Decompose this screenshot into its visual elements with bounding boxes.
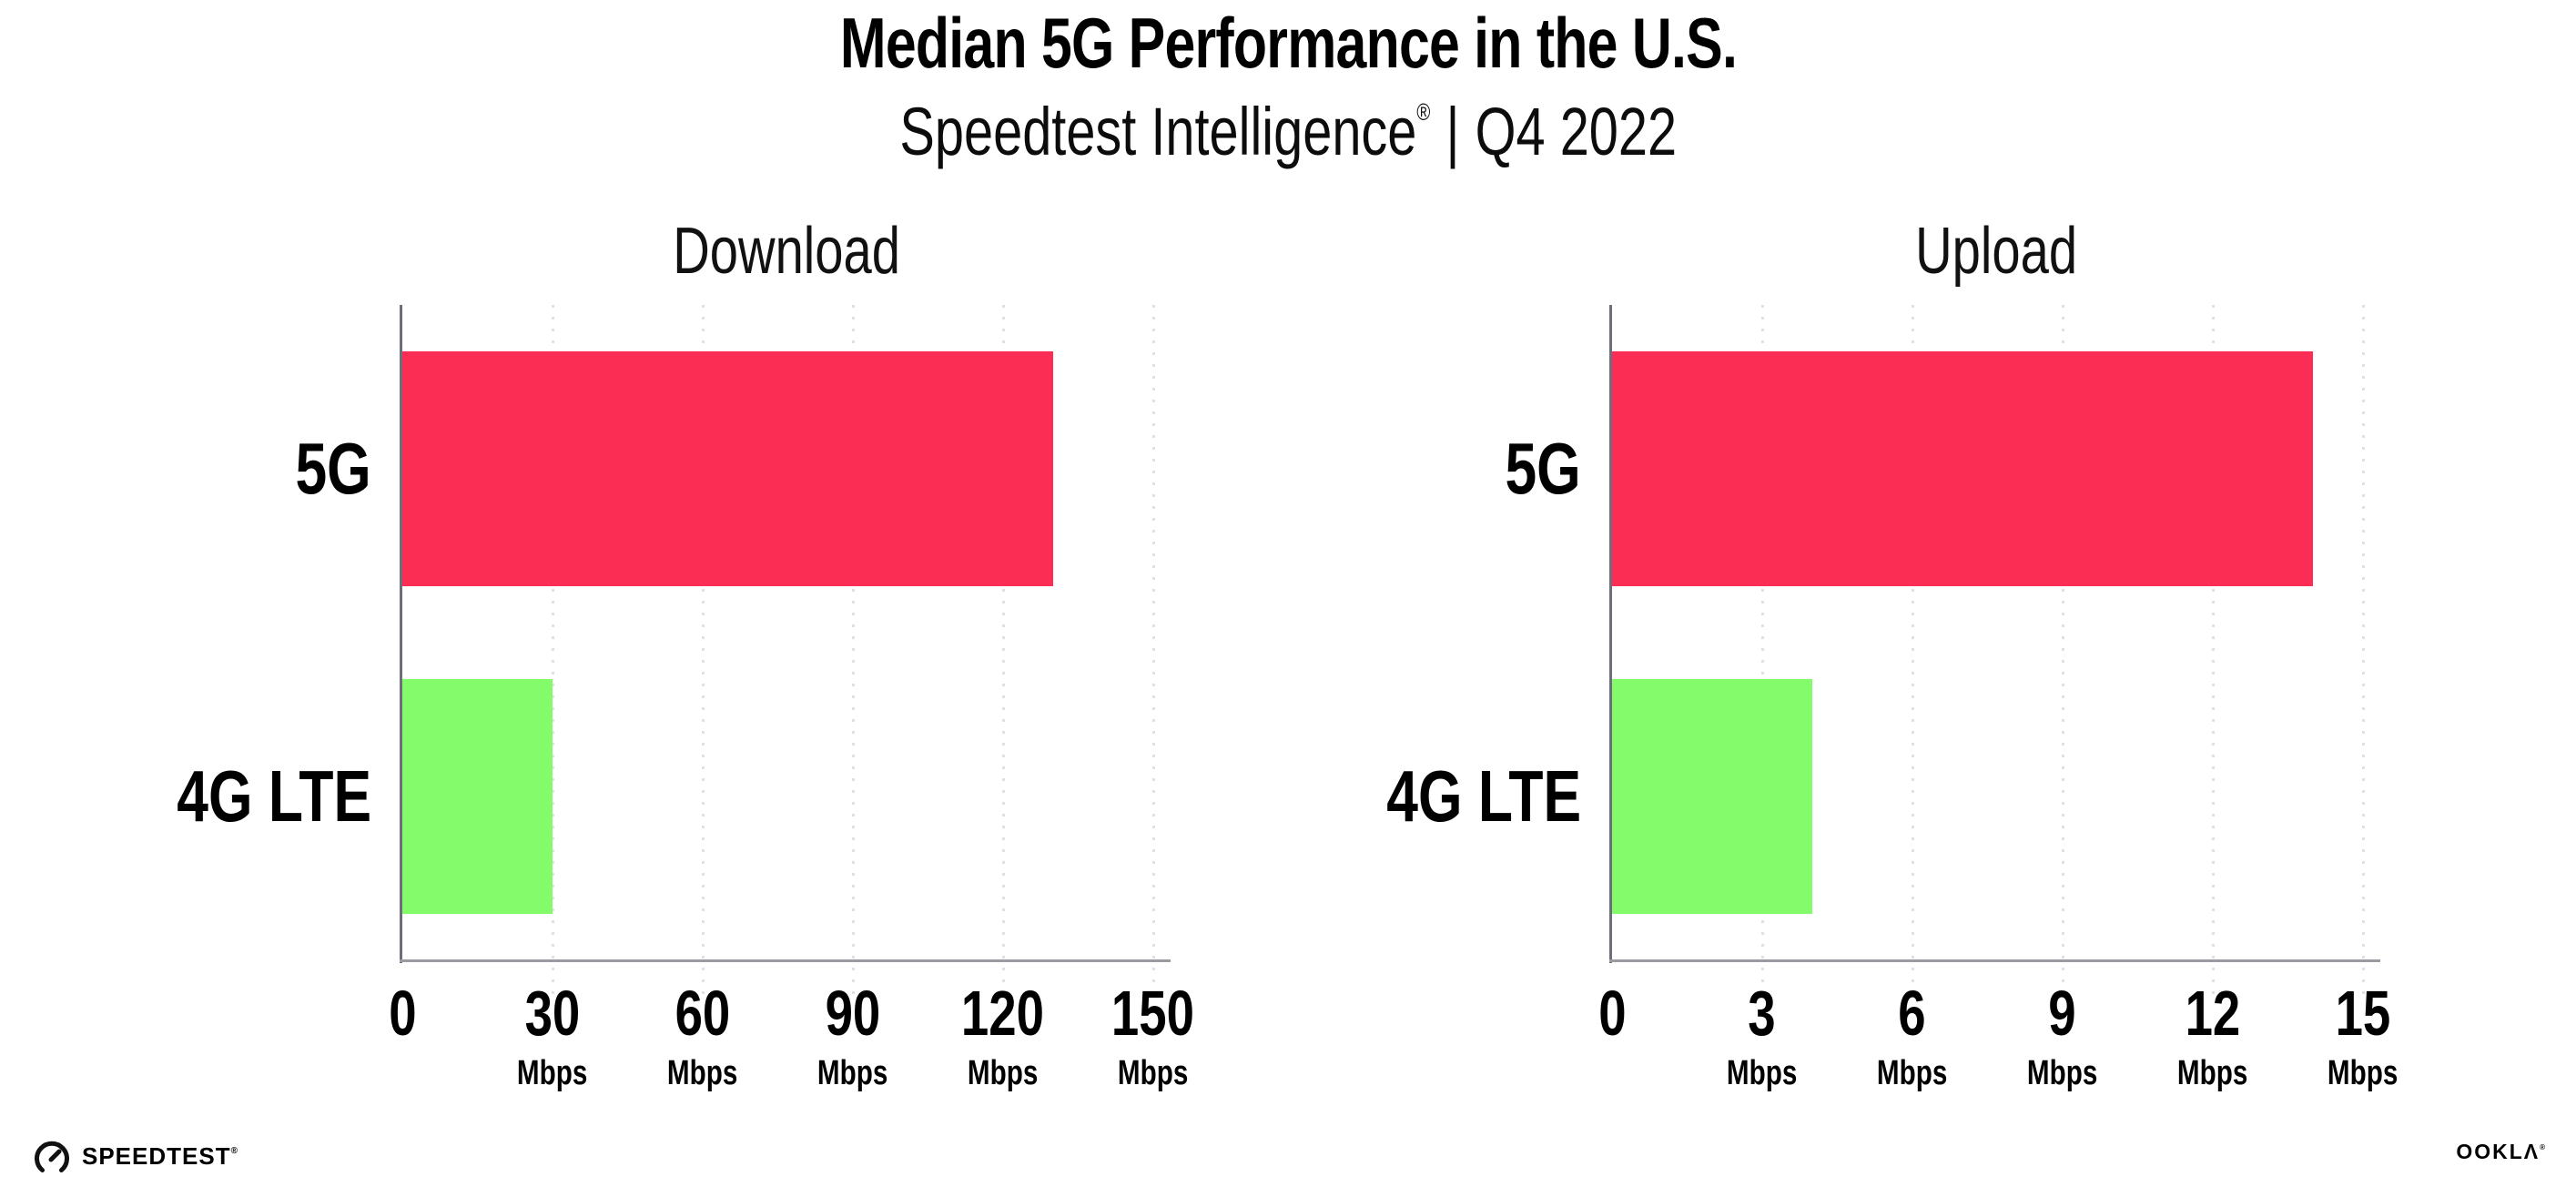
- x-tick-3: 3 Mbps: [1727, 981, 1797, 1090]
- speedtest-gauge-icon: [35, 1141, 69, 1172]
- x-tick-6: 6 Mbps: [1877, 981, 1947, 1090]
- download-chart: Download 0 30 Mbps 60 Mbps 90 Mbps 120 Mbps 150 Mb…: [129, 215, 1194, 1090]
- gridline-60-mbps: [701, 305, 705, 994]
- ookla-wordmark: OOKLΛ®: [2456, 1140, 2545, 1163]
- x-tick-90: 90 Mbps: [817, 981, 887, 1090]
- x-tick-unit: Mbps: [1118, 1054, 1189, 1092]
- x-tick-9: 9 Mbps: [2027, 981, 2097, 1090]
- x-tick-0: 0: [389, 981, 416, 1045]
- upload-y-axis-line: [1609, 305, 1612, 963]
- x-tick-30: 30 Mbps: [517, 981, 587, 1090]
- page-subtitle-text: Speedtest Intelligence® | Q4 2022: [899, 98, 1677, 166]
- x-tick-value: 120: [961, 978, 1045, 1049]
- x-tick-value: 150: [1111, 978, 1195, 1049]
- x-tick-unit: Mbps: [1727, 1054, 1798, 1092]
- speedtest-wordmark: SPEEDTEST®: [82, 1141, 238, 1170]
- x-tick-value: 15: [2335, 978, 2391, 1049]
- page-title: Median 5G Performance in the U.S.: [0, 7, 2576, 78]
- gridline-30-mbps: [551, 305, 554, 994]
- registered-mark: ®: [1416, 98, 1431, 126]
- x-tick-120: 120 Mbps: [961, 981, 1044, 1090]
- x-tick-value: 12: [2185, 978, 2241, 1049]
- download-y-axis-line: [400, 305, 402, 963]
- x-tick-value: 90: [825, 978, 881, 1049]
- x-tick-unit: Mbps: [2177, 1054, 2248, 1092]
- x-tick-unit: Mbps: [1877, 1054, 1948, 1092]
- x-tick-unit: Mbps: [667, 1054, 738, 1092]
- x-tick-0: 0: [1598, 981, 1626, 1045]
- 5g-bar: [1612, 351, 2313, 586]
- gridline-3-mbps: [1760, 305, 1764, 994]
- x-tick-unit: Mbps: [517, 1054, 588, 1092]
- 5g-category-label: 5G: [295, 428, 371, 509]
- x-tick-value: 0: [1597, 978, 1627, 1049]
- page-subtitle: Speedtest Intelligence® | Q4 2022: [0, 98, 2576, 166]
- x-tick-value: 60: [674, 978, 731, 1049]
- gridline-12-mbps: [2211, 305, 2215, 994]
- x-tick-value: 30: [524, 978, 581, 1049]
- x-tick-value: 0: [388, 978, 417, 1049]
- subtitle-product: Speedtest Intelligence: [899, 94, 1417, 169]
- x-tick-150: 150 Mbps: [1111, 981, 1194, 1090]
- gridline-150-mbps: [1151, 305, 1155, 994]
- 5g-category-label: 5G: [1505, 428, 1581, 509]
- x-tick-unit: Mbps: [2328, 1054, 2399, 1092]
- speedtest-logo: SPEEDTEST®: [30, 1134, 238, 1178]
- x-tick-60: 60 Mbps: [667, 981, 737, 1090]
- speedtest-registered-mark: ®: [230, 1145, 238, 1156]
- x-tick-12: 12 Mbps: [2177, 981, 2247, 1090]
- gridline-6-mbps: [1911, 305, 1914, 994]
- gridline-9-mbps: [2061, 305, 2064, 994]
- gridline-90-mbps: [851, 305, 855, 994]
- ookla-registered-mark: ®: [2540, 1143, 2545, 1151]
- x-tick-value: 6: [1898, 978, 1927, 1049]
- upload-chart-title: Upload: [1915, 215, 2077, 288]
- gridline-15-mbps: [2361, 305, 2365, 994]
- subtitle-divider: |: [1445, 94, 1460, 169]
- x-tick-value: 9: [2048, 978, 2077, 1049]
- subtitle-period: Q4 2022: [1475, 94, 1677, 169]
- upload-x-axis-line: [1609, 959, 2380, 962]
- x-tick-unit: Mbps: [817, 1054, 888, 1092]
- 4g-lte-bar: [1612, 679, 1812, 914]
- x-tick-value: 3: [1748, 978, 1777, 1049]
- x-tick-unit: Mbps: [968, 1054, 1039, 1092]
- x-tick-15: 15 Mbps: [2328, 981, 2398, 1090]
- 4g-lte-category-label: 4G LTE: [1386, 756, 1581, 837]
- download-plot-area: 0 30 Mbps 60 Mbps 90 Mbps 120 Mbps 150 Mbps: [389, 305, 1194, 1090]
- page-title-text: Median 5G Performance in the U.S.: [839, 3, 1737, 83]
- 4g-lte-category-label: 4G LTE: [177, 756, 371, 837]
- gridline-120-mbps: [1001, 305, 1005, 994]
- download-chart-title: Download: [673, 215, 900, 288]
- 4g-lte-bar: [402, 679, 553, 914]
- ookla-logo: OOKLΛ®: [2456, 1140, 2545, 1164]
- upload-plot-area: 0 3 Mbps 6 Mbps 9 Mbps 12 Mbps 15 Mbps: [1598, 305, 2398, 1090]
- upload-chart: Upload 0 3 Mbps 6 Mbps 9 Mbps 12 Mbps 15 Mbps 5G 4G…: [1339, 215, 2398, 1090]
- download-x-axis-line: [400, 959, 1171, 962]
- x-tick-unit: Mbps: [2027, 1054, 2098, 1092]
- 5g-bar: [402, 351, 1053, 586]
